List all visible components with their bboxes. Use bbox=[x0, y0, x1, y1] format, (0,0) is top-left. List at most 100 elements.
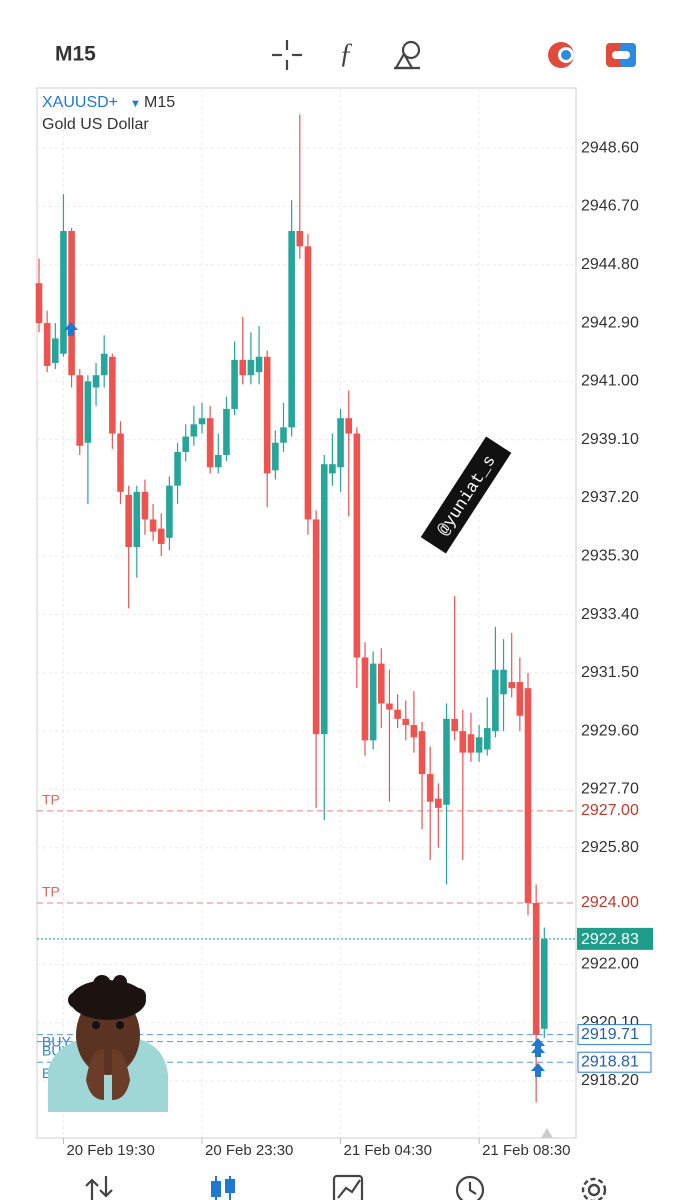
y-tick-label: 2925.80 bbox=[581, 839, 639, 856]
timeframe-button[interactable]: M15 bbox=[55, 43, 96, 66]
candle-body bbox=[426, 774, 434, 802]
candle-body bbox=[117, 433, 124, 492]
nav-chart[interactable] bbox=[211, 1176, 235, 1200]
chart-timeframe: M15 bbox=[144, 94, 175, 111]
current-price-label: 2922.83 bbox=[581, 931, 639, 948]
x-tick-label: 20 Feb 23:30 bbox=[205, 1142, 293, 1159]
candle-body bbox=[215, 454, 222, 468]
candle-body bbox=[255, 356, 263, 373]
candle-body bbox=[345, 418, 352, 434]
candle-body bbox=[68, 230, 75, 376]
candle-body bbox=[190, 424, 198, 437]
level-name: TP bbox=[42, 884, 60, 900]
y-tick-label: 2948.60 bbox=[581, 139, 639, 156]
candle-body bbox=[353, 433, 361, 658]
x-tick-label: 20 Feb 19:30 bbox=[66, 1142, 154, 1159]
level-price-label: 2919.71 bbox=[581, 1026, 639, 1043]
candle-body bbox=[174, 451, 181, 486]
candle-body bbox=[149, 519, 157, 532]
chart-frame bbox=[36, 87, 577, 1139]
candle-body bbox=[369, 663, 377, 741]
scroll-marker[interactable] bbox=[541, 1128, 553, 1138]
candle-body bbox=[206, 418, 214, 468]
candle-body bbox=[312, 519, 320, 735]
trade-icon[interactable] bbox=[606, 43, 636, 67]
candle-body bbox=[459, 731, 467, 753]
level-price-box bbox=[577, 1051, 652, 1073]
x-tick-label: 21 Feb 04:30 bbox=[344, 1142, 432, 1159]
candle-body bbox=[418, 731, 426, 775]
level-price-label: 2924.00 bbox=[581, 894, 639, 911]
candle-body bbox=[288, 230, 295, 428]
symbol[interactable]: XAUUSD+ bbox=[42, 94, 118, 111]
level-price-label: 2918.81 bbox=[581, 1053, 639, 1070]
symbol-dropdown[interactable]: ▼ bbox=[130, 98, 141, 110]
y-tick-label: 2946.70 bbox=[581, 198, 639, 215]
y-tick-label: 2918.20 bbox=[581, 1072, 639, 1089]
y-tick-label: 2939.10 bbox=[581, 431, 639, 448]
candle-body bbox=[500, 669, 507, 695]
candle-body bbox=[483, 728, 491, 750]
candle-body bbox=[166, 485, 173, 538]
y-tick-label: 2944.80 bbox=[581, 256, 639, 273]
y-tick-label: 2931.50 bbox=[581, 664, 639, 681]
objects-icon[interactable] bbox=[394, 40, 421, 70]
candle-body bbox=[329, 464, 336, 474]
nav-trade[interactable] bbox=[332, 1174, 364, 1200]
candle-body bbox=[198, 418, 206, 425]
candle-body bbox=[35, 283, 43, 324]
candle-body bbox=[247, 359, 255, 376]
candle-body bbox=[443, 718, 450, 805]
candle-body bbox=[92, 375, 100, 388]
candle-body bbox=[435, 798, 442, 808]
candle-body bbox=[231, 359, 238, 409]
y-tick-label: 2933.40 bbox=[581, 606, 639, 623]
candle-body bbox=[182, 436, 189, 452]
crosshair-icon[interactable] bbox=[272, 40, 302, 70]
candle-body bbox=[451, 718, 458, 732]
candle-body bbox=[263, 356, 271, 474]
candle-body bbox=[320, 464, 328, 735]
level-price-label: 2927.00 bbox=[581, 802, 639, 819]
candle-body bbox=[516, 682, 524, 716]
indicators-icon[interactable]: ƒ bbox=[339, 38, 353, 69]
candle-body bbox=[52, 338, 59, 363]
candle-body bbox=[508, 682, 515, 689]
candle-body bbox=[378, 663, 385, 704]
candle-body bbox=[475, 737, 483, 753]
nav-history[interactable] bbox=[455, 1175, 485, 1200]
candle-body bbox=[141, 491, 149, 520]
candle-body bbox=[410, 724, 418, 738]
candle-body bbox=[402, 718, 410, 725]
symbol-description: Gold US Dollar bbox=[42, 116, 149, 133]
y-tick-label: 2927.70 bbox=[581, 781, 639, 798]
candle-body bbox=[84, 381, 92, 443]
candle-body bbox=[133, 491, 141, 548]
candle-body bbox=[386, 703, 393, 710]
current-price-box bbox=[577, 927, 653, 950]
nav-quotes[interactable] bbox=[85, 1176, 113, 1200]
candle-body bbox=[280, 427, 287, 443]
y-tick-label: 2935.30 bbox=[581, 547, 639, 564]
candle-body bbox=[524, 688, 532, 903]
y-tick-label: 2929.60 bbox=[581, 722, 639, 739]
level-name: TP bbox=[42, 792, 60, 808]
candle-body bbox=[394, 709, 401, 719]
candle-body bbox=[304, 246, 312, 520]
y-tick-label: 2942.90 bbox=[581, 314, 639, 331]
candle-body bbox=[272, 442, 279, 471]
candle-body bbox=[157, 528, 165, 544]
account-icon[interactable] bbox=[548, 42, 574, 68]
watermark: @yuniat_s bbox=[420, 436, 512, 554]
candle-body bbox=[223, 408, 230, 455]
nav-settings[interactable] bbox=[581, 1177, 607, 1200]
candle-body bbox=[361, 657, 369, 741]
trade-arrows bbox=[64, 322, 545, 1077]
candle-body bbox=[239, 359, 247, 376]
candle-body bbox=[125, 494, 132, 548]
candle-body bbox=[43, 323, 51, 366]
candle-body bbox=[492, 669, 499, 732]
candle-body bbox=[296, 230, 304, 247]
